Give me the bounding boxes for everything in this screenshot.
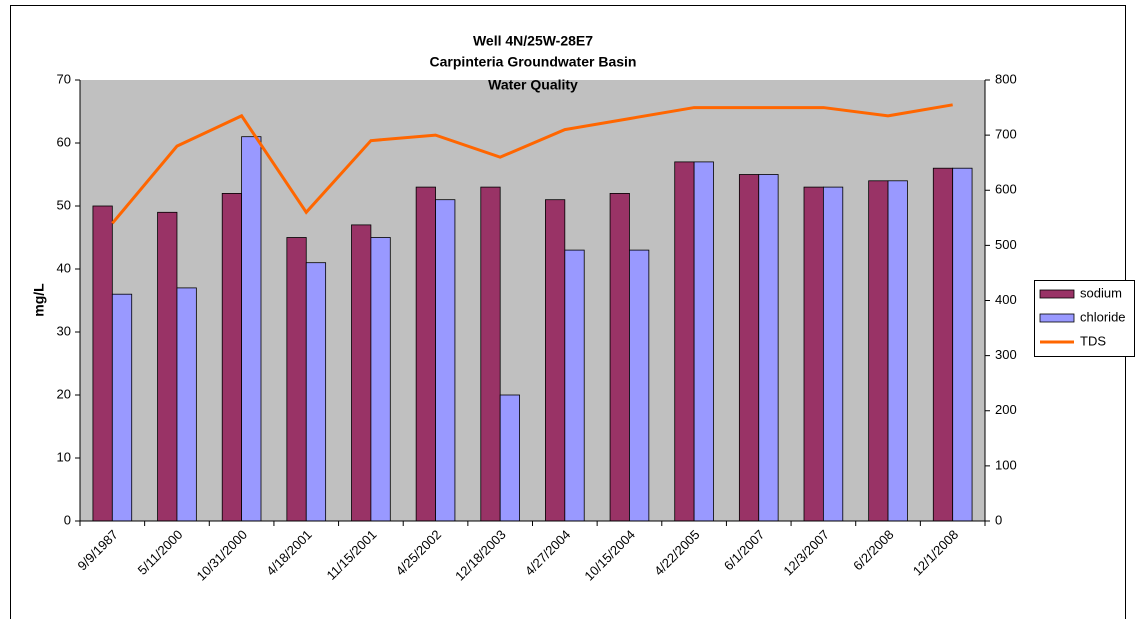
y-tick-label: 30 bbox=[57, 323, 71, 338]
y-tick-label: 40 bbox=[57, 260, 71, 275]
y2-tick-label: 400 bbox=[995, 292, 1017, 307]
line bbox=[111, 103, 953, 225]
bar bbox=[887, 180, 908, 522]
chart-subtitle: Water Quality bbox=[488, 77, 578, 93]
y-tick-label: 70 bbox=[57, 71, 71, 86]
y2-tick-label: 500 bbox=[995, 237, 1017, 252]
y-tick-label: 10 bbox=[57, 449, 71, 464]
y2-tick-label: 300 bbox=[995, 347, 1017, 362]
bar bbox=[932, 167, 954, 522]
bar bbox=[157, 211, 178, 522]
legend-label: chloride bbox=[1080, 309, 1126, 324]
y2-tick-label: 100 bbox=[995, 457, 1017, 472]
bar bbox=[693, 161, 714, 522]
bar bbox=[738, 174, 760, 522]
bar bbox=[822, 186, 844, 522]
bar bbox=[111, 293, 133, 522]
bar bbox=[758, 174, 779, 522]
bar bbox=[305, 262, 327, 522]
bar bbox=[286, 237, 307, 522]
y-tick-label: 20 bbox=[57, 386, 71, 401]
y-tick-label: 50 bbox=[57, 197, 71, 212]
bar bbox=[545, 199, 566, 522]
y-tick-label: 0 bbox=[64, 512, 71, 527]
bar bbox=[499, 394, 520, 522]
bar bbox=[415, 186, 436, 522]
legend-swatch bbox=[1039, 313, 1075, 323]
y-axis-label: mg/L bbox=[31, 283, 47, 317]
plot-background bbox=[80, 80, 985, 521]
y2-tick-label: 700 bbox=[995, 127, 1017, 142]
legend-label: sodium bbox=[1080, 285, 1122, 300]
bar bbox=[564, 249, 585, 522]
y2-tick-label: 0 bbox=[995, 512, 1002, 527]
bar bbox=[609, 192, 630, 522]
legend-label: TDS bbox=[1080, 333, 1106, 348]
y2-tick-label: 800 bbox=[995, 71, 1017, 86]
bar bbox=[241, 136, 262, 522]
legend-swatch bbox=[1039, 289, 1075, 299]
bar bbox=[868, 180, 889, 522]
bar bbox=[351, 224, 372, 522]
chart-subtitle: Carpinteria Groundwater Basin bbox=[430, 54, 637, 70]
bar bbox=[480, 186, 501, 522]
bar bbox=[674, 161, 695, 522]
y-tick-label: 60 bbox=[57, 134, 71, 149]
bar bbox=[176, 287, 197, 522]
bar bbox=[221, 192, 243, 522]
chart-title: Well 4N/25W-28E7 bbox=[473, 33, 593, 49]
plot-area bbox=[80, 80, 985, 521]
bar bbox=[803, 186, 824, 522]
bar bbox=[92, 205, 113, 522]
y2-tick-label: 200 bbox=[995, 402, 1017, 417]
bar bbox=[629, 249, 650, 522]
bar bbox=[435, 199, 456, 522]
bar bbox=[370, 237, 391, 522]
y2-tick-label: 600 bbox=[995, 182, 1017, 197]
bar bbox=[952, 167, 973, 522]
